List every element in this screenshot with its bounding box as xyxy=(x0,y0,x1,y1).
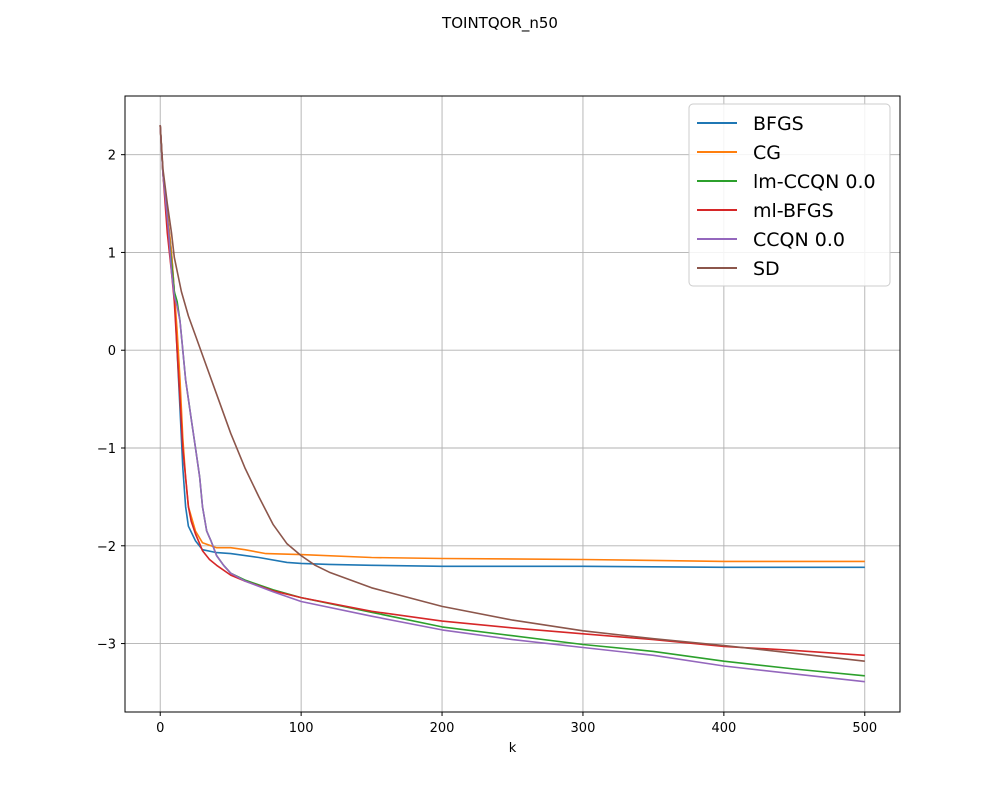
series-lines xyxy=(159,125,865,683)
legend-label-cg: CG xyxy=(753,142,781,164)
y-tick-label: −1 xyxy=(97,442,116,457)
x-tick-label: 500 xyxy=(852,721,877,736)
axis-ticks: 0 100 200 300 400 500 2 1 0 −1 −2 −3 xyxy=(97,149,877,736)
chart-title: TOINTQOR_n50 xyxy=(441,14,558,33)
legend-label-sd: SD xyxy=(753,258,780,280)
x-tick-label: 400 xyxy=(711,721,736,736)
y-tick-label: 2 xyxy=(108,149,116,164)
x-tick-label: 300 xyxy=(571,721,596,736)
legend-label-ccqn-0-0: CCQN 0.0 xyxy=(753,229,845,251)
legend-box xyxy=(688,103,891,287)
plot-area-frame xyxy=(124,95,901,713)
y-tick-label: 1 xyxy=(108,246,116,261)
series-line-ccqn-0-0 xyxy=(159,125,865,683)
legend: BFGS CG lm-CCQN 0.0 ml-BFGS CCQN 0.0 SD xyxy=(688,103,891,287)
y-tick-label: 0 xyxy=(108,344,116,359)
x-tick-label: 200 xyxy=(430,721,455,736)
series-line-ml-bfgs xyxy=(159,125,865,657)
legend-label-lm-ccqn-0-0: lm-CCQN 0.0 xyxy=(753,171,876,193)
legend-label-bfgs: BFGS xyxy=(753,113,804,135)
grid-lines xyxy=(125,96,900,712)
y-tick-label: −2 xyxy=(97,540,116,555)
legend-label-ml-bfgs: ml-BFGS xyxy=(753,200,834,222)
x-axis-label: k xyxy=(509,741,517,756)
x-tick-label: 0 xyxy=(156,721,164,736)
y-tick-label: −3 xyxy=(97,638,116,653)
x-tick-label: 100 xyxy=(289,721,314,736)
series-line-sd xyxy=(159,125,865,662)
